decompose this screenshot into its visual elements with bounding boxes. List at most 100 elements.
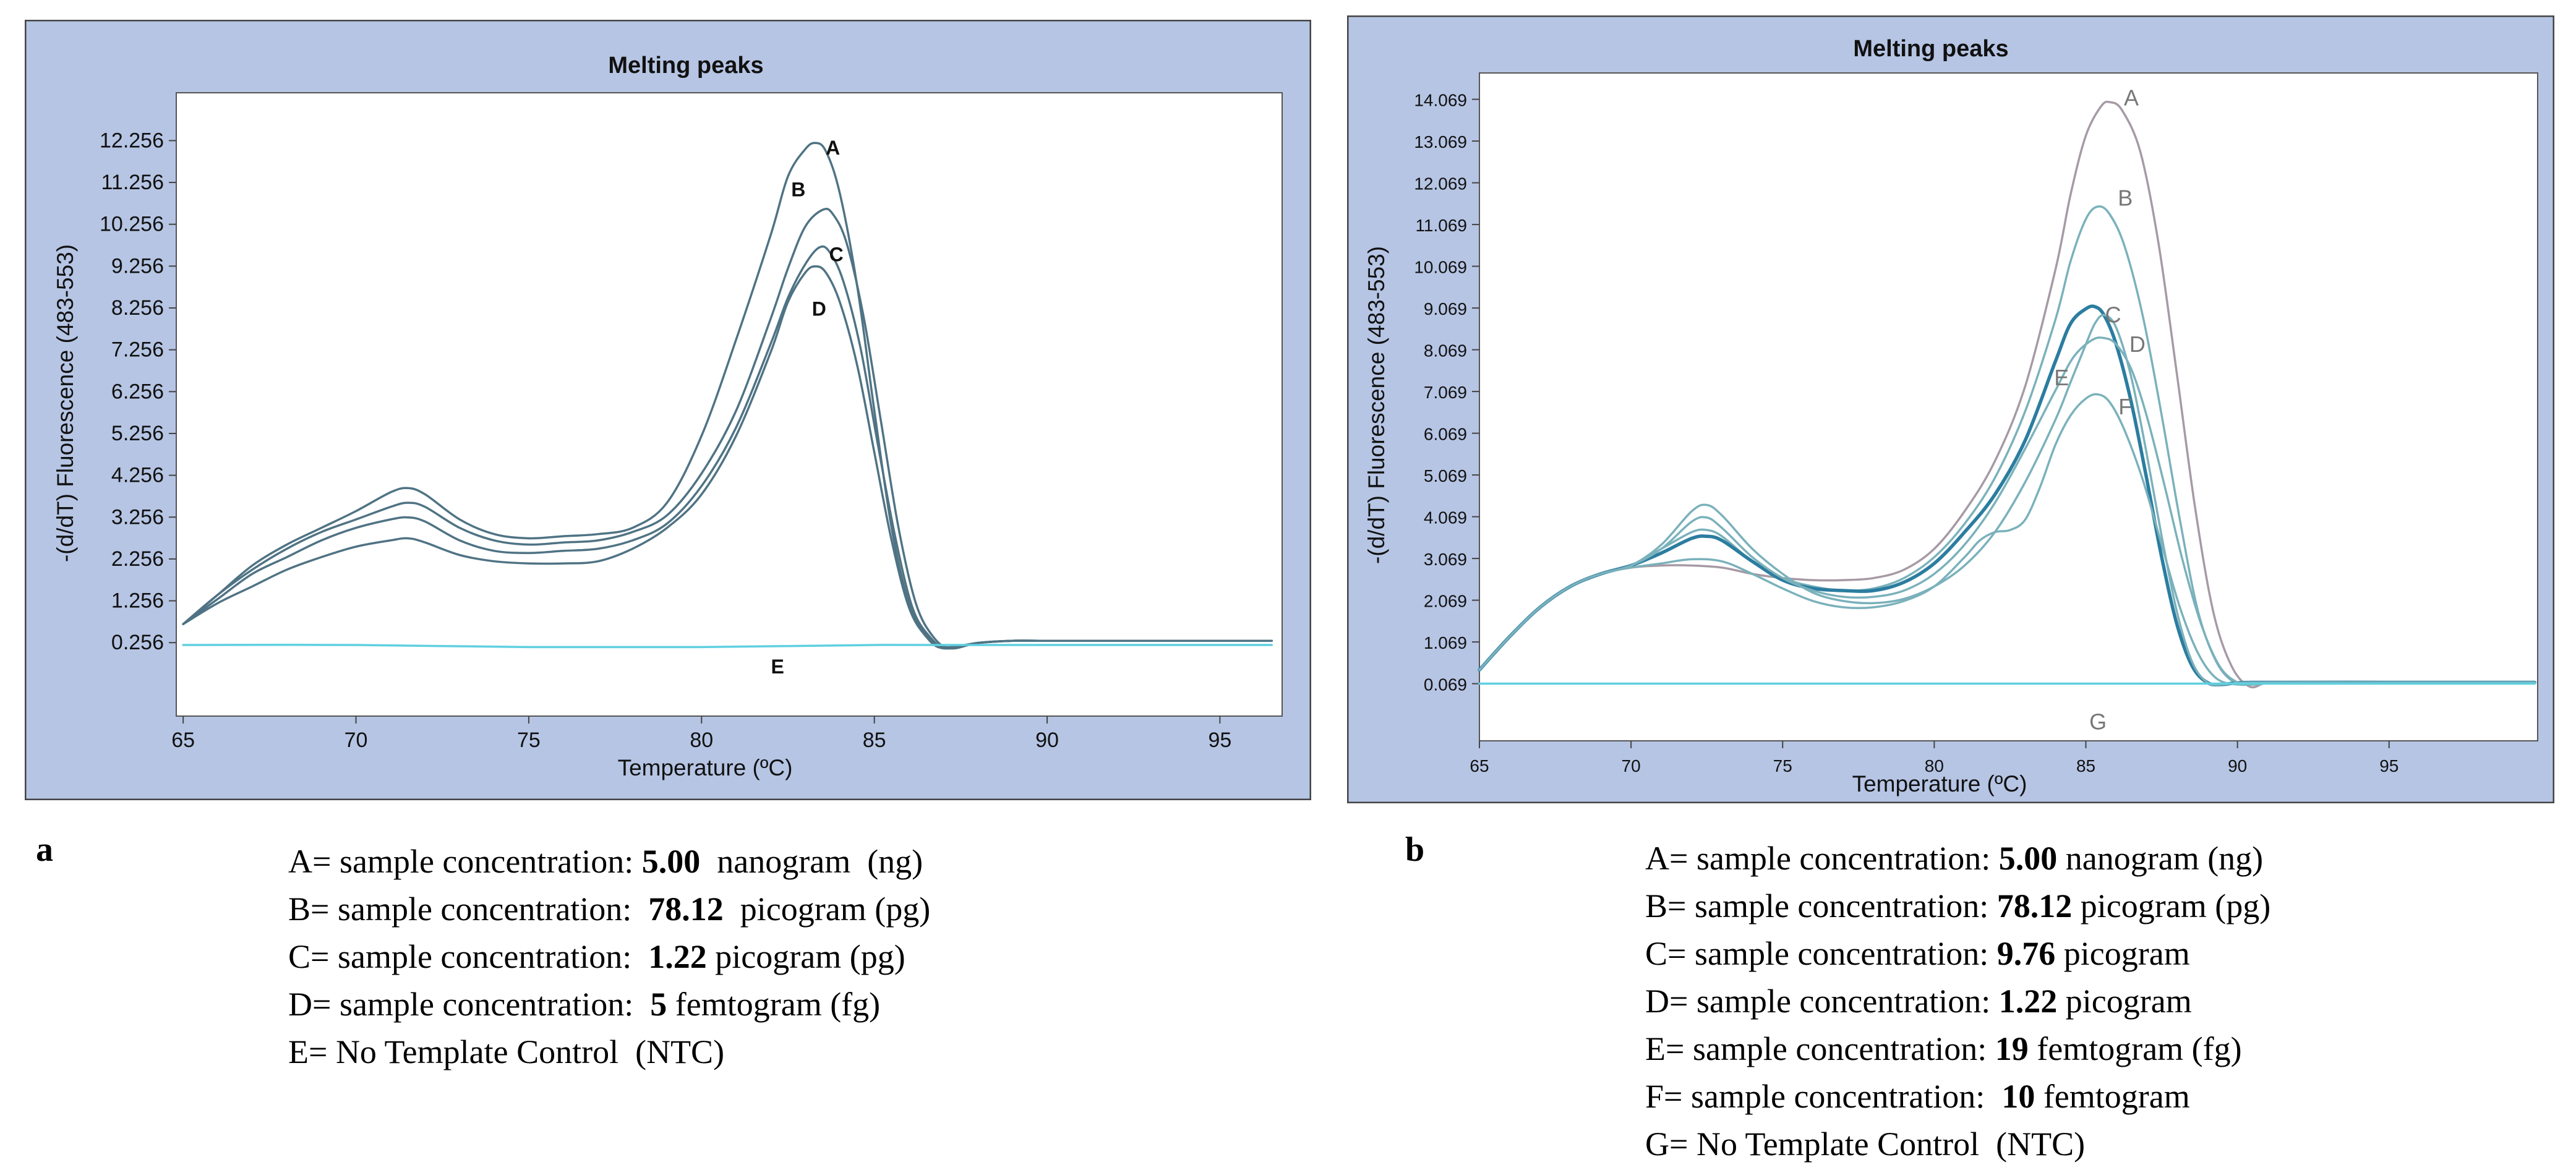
chart-b-x-ticks: 65 70 75 80 85 90 95: [1470, 741, 2398, 775]
legend-a-row-text: E= No Template Control (NTC): [288, 1033, 725, 1070]
chart-a-xtick-label: 90: [1035, 728, 1059, 752]
legend-b-row-text: B= sample concentration:: [1645, 887, 1997, 924]
chart-b-ytick-label: 2.069: [1424, 592, 1467, 611]
chart-a-ytick-label: 10.256: [100, 213, 164, 236]
legend-b-row-unit: picogram (pg): [2072, 887, 2271, 924]
chart-a-xtick-label: 95: [1209, 728, 1232, 752]
chart-a-xlabel: Temperature (ºC): [618, 755, 793, 780]
chart-b-series-a: [1478, 100, 2536, 689]
legend-b-row: A= sample concentration: 5.00 nanogram (…: [1645, 835, 2270, 882]
legend-b-row-value: 9.76: [1996, 935, 2056, 972]
legend-a-row-text: B= sample concentration:: [288, 890, 649, 928]
chart-b-ytick-label: 6.069: [1424, 425, 1467, 444]
chart-b-ytick-label: 8.069: [1424, 341, 1467, 361]
legend-b-row: G= No Template Control (NTC): [1645, 1121, 2270, 1168]
chart-b-ytick-label: 3.069: [1424, 550, 1467, 569]
legend-a-row: B= sample concentration: 78.12 picogram …: [288, 886, 930, 933]
chart-b-xtick-label: 65: [1470, 756, 1489, 775]
legend-b-row-value: 78.12: [1996, 887, 2073, 924]
chart-b-series-label: E: [2054, 365, 2069, 390]
legend-b-row-unit: picogram: [2055, 935, 2190, 972]
chart-b-xtick-label: 85: [2076, 756, 2095, 775]
legend-a-row-text: D= sample concentration:: [288, 986, 651, 1023]
chart-b-series-label: G: [2089, 709, 2107, 735]
legend-a: A= sample concentration: 5.00 nanogram (…: [288, 838, 930, 1076]
legend-b-row-text: A= sample concentration:: [1645, 840, 1999, 877]
legend-b-row: D= sample concentration: 1.22 picogram: [1645, 978, 2270, 1025]
chart-b-series-labels: A B CD E F G: [2054, 85, 2146, 735]
legend-b-row: F= sample concentration: 10 femtogram: [1645, 1073, 2270, 1121]
legend-b-row-value: 10: [2001, 1078, 2035, 1115]
chart-b-ytick-label: 0.069: [1424, 675, 1467, 694]
chart-a-ytick-label: 3.256: [111, 505, 164, 529]
legend-a-row-value: 5: [650, 986, 667, 1023]
chart-a-ytick-label: 1.256: [111, 589, 164, 613]
legend-b-row-unit: femtogram: [2035, 1078, 2190, 1115]
chart-a-ytick-label: 11.256: [101, 171, 164, 194]
legend-b-row-text: E= sample concentration:: [1645, 1030, 1995, 1067]
chart-b-ytick-label: 7.069: [1424, 383, 1467, 402]
chart-b-xtick-label: 70: [1622, 756, 1641, 775]
chart-b-series-d: [1478, 336, 2536, 686]
chart-b-ytick-label: 9.069: [1424, 299, 1467, 318]
chart-a-series-label: E: [771, 655, 784, 678]
legend-b-row-value: 19: [1995, 1030, 2029, 1067]
legend-a-row-value: 5.00: [641, 843, 701, 880]
legend-a-row-text: C= sample concentration:: [288, 938, 649, 975]
legend-a-row-value: 1.22: [648, 938, 707, 975]
chart-b-ytick-label: 1.069: [1424, 633, 1467, 652]
chart-a-xtick-label: 85: [863, 728, 886, 752]
chart-b-series-f: [1478, 393, 2536, 686]
legend-a-row-text: A= sample concentration:: [288, 843, 642, 880]
chart-a-series: [182, 142, 1273, 650]
legend-a-row-unit: nanogram (ng): [700, 843, 923, 880]
chart-a-y-ticks: 0.256 1.256 2.256 3.256 4.256 5.256 6.256 7.256…: [100, 129, 176, 654]
chart-b-xtick-label: 75: [1773, 756, 1792, 775]
chart-b-series-label: C: [2105, 302, 2121, 328]
chart-a-xtick-label: 75: [517, 728, 541, 752]
chart-b-title: Melting peaks: [1853, 36, 2008, 62]
chart-b-series-label: B: [2118, 186, 2133, 211]
chart-a-ytick-label: 7.256: [111, 338, 164, 362]
legend-b-row-text: D= sample concentration:: [1645, 983, 1999, 1020]
chart-a-ytick-label: 9.256: [111, 254, 164, 278]
legend-b: A= sample concentration: 5.00 nanogram (…: [1645, 835, 2270, 1168]
chart-b-series: [1478, 100, 2536, 689]
chart-b-ytick-label: 11.069: [1415, 216, 1467, 235]
chart-panel-b: Melting peaks 0.069 1.069 2.069 3.069 4.069 5…: [1347, 15, 2554, 803]
chart-b-xtick-label: 90: [2228, 756, 2247, 775]
chart-b-series-c: [1478, 304, 2536, 686]
chart-a-series-d: [182, 265, 1273, 650]
legend-a-row-unit: picogram (pg): [723, 890, 931, 928]
chart-a-xtick-label: 80: [690, 728, 713, 752]
legend-b-row-value: 1.22: [1998, 983, 2058, 1020]
legend-a-row: C= sample concentration: 1.22 picogram (…: [288, 933, 930, 981]
chart-a-ytick-label: 5.256: [111, 422, 164, 445]
legend-a-row-unit: picogram (pg): [706, 938, 905, 975]
panel-a-letter: a: [36, 831, 53, 869]
chart-a-ytick-label: 4.256: [111, 464, 164, 487]
chart-b-ytick-label: 4.069: [1424, 508, 1467, 527]
legend-b-row-unit: picogram: [2057, 983, 2192, 1020]
legend-a-row: D= sample concentration: 5 femtogram (fg…: [288, 981, 930, 1028]
chart-a-xtick-label: 70: [344, 728, 368, 752]
chart-a-x-ticks: 65 70 75 80 85 90 95: [171, 716, 1231, 752]
chart-b-ytick-label: 13.069: [1414, 132, 1467, 152]
chart-a-title: Melting peaks: [608, 53, 763, 79]
chart-b-ytick-label: 5.069: [1424, 466, 1467, 485]
chart-b-xlabel: Temperature (ºC): [1852, 771, 2027, 796]
legend-b-row: C= sample concentration: 9.76 picogram: [1645, 930, 2270, 978]
legend-a-row: A= sample concentration: 5.00 nanogram (…: [288, 838, 930, 886]
chart-b-xtick-label: 80: [1925, 756, 1944, 775]
legend-b-row-unit: nanogram (ng): [2057, 840, 2264, 877]
chart-a-xtick-label: 65: [171, 728, 195, 752]
chart-a-ytick-label: 12.256: [100, 129, 164, 152]
legend-b-row-text: C= sample concentration:: [1645, 935, 1997, 972]
chart-b-series-label: F: [2118, 394, 2132, 419]
chart-b-ylabel: -(d/dT) Fluorescence (483-553): [1364, 246, 1389, 564]
chart-a-plot-area: [176, 92, 1283, 717]
chart-a-ytick-label: 6.256: [111, 380, 164, 403]
chart-b-ytick-label: 10.069: [1414, 258, 1467, 277]
chart-b-ytick-label: 14.069: [1414, 91, 1467, 110]
chart-a-ytick-label: 2.256: [111, 547, 164, 571]
